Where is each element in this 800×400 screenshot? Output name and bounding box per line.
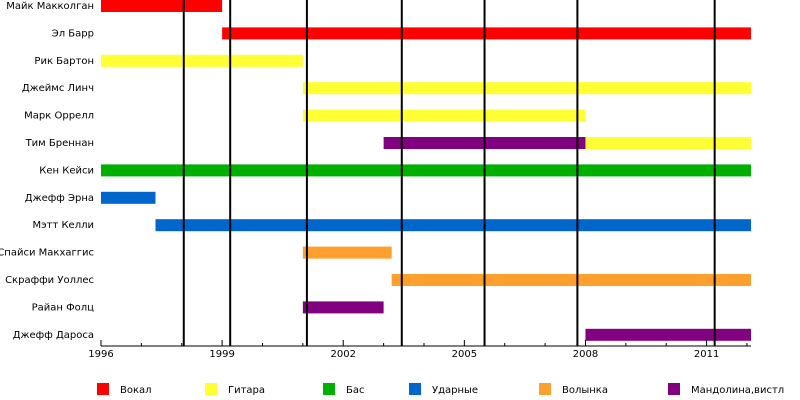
bar [302, 109, 586, 122]
legend-label: Бас [346, 385, 365, 396]
bar [101, 0, 223, 12]
row-label: Скраффи Уоллес [5, 275, 94, 286]
bar [155, 219, 751, 232]
legend-label: Вокал [120, 385, 152, 396]
x-tick-label: 2011 [694, 349, 719, 360]
legend-swatch [409, 383, 421, 395]
row-label: Джеймс Линч [22, 83, 94, 94]
row-label: Тим Бреннан [25, 138, 94, 149]
row-label: Джефф Эрна [25, 193, 94, 204]
bar [585, 328, 751, 341]
bar [101, 54, 303, 67]
legend-swatch [97, 383, 109, 395]
bar [101, 164, 751, 177]
legend-label: Ударные [432, 385, 478, 396]
bar [222, 27, 751, 40]
bar [585, 137, 751, 149]
x-tick-label: 2008 [573, 349, 598, 360]
bar [391, 274, 751, 286]
row-label: Марк Оррелл [24, 111, 94, 122]
row-label: Эл Барр [52, 28, 94, 39]
bar [302, 301, 384, 314]
bar [302, 82, 751, 95]
bar [101, 191, 156, 204]
row-label: Кен Кейси [39, 165, 94, 176]
x-tick-label: 1999 [209, 349, 234, 360]
row-label: Райан Фолц [32, 302, 95, 313]
x-tick-label: 1996 [88, 349, 113, 360]
legend-label: Волынка [562, 385, 608, 396]
legend-label: Гитара [228, 385, 265, 396]
row-label: Мэтт Келли [33, 220, 94, 231]
bar [302, 246, 392, 259]
row-label: Рик Бартон [34, 56, 94, 67]
legend-label: Мандолина,вистл [691, 385, 784, 396]
x-tick-label: 2002 [331, 349, 356, 360]
legend-swatch [539, 383, 551, 395]
legend-swatch [323, 383, 335, 395]
x-tick-label: 2005 [452, 349, 477, 360]
legend-swatch [668, 383, 680, 395]
row-label: Джефф Дароса [13, 330, 94, 341]
row-label: Майк Макколган [6, 1, 94, 12]
legend-swatch [205, 383, 217, 395]
row-label: Спайси Макхаггис [0, 248, 94, 259]
